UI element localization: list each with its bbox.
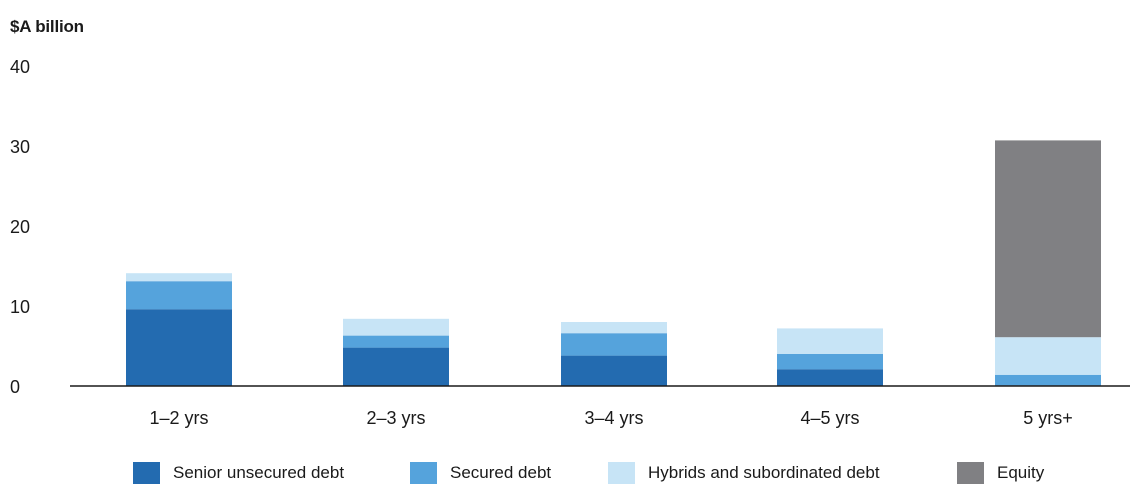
x-tick-label: 1–2 yrs [149, 408, 208, 428]
legend-swatch [410, 462, 437, 484]
bars [126, 140, 1101, 386]
bar-segment [343, 347, 449, 386]
bar-segment [995, 337, 1101, 375]
x-tick-label: 3–4 yrs [584, 408, 643, 428]
legend-swatch [608, 462, 635, 484]
y-tick-label: 30 [10, 137, 30, 157]
x-axis-ticks: 1–2 yrs 2–3 yrs 3–4 yrs 4–5 yrs 5 yrs+ [149, 408, 1072, 428]
x-tick-label: 4–5 yrs [800, 408, 859, 428]
y-tick-label: 20 [10, 217, 30, 237]
y-axis-ticks: 0 10 20 30 40 [10, 57, 30, 397]
legend-item: Secured debt [410, 462, 551, 484]
legend-label: Hybrids and subordinated debt [648, 463, 880, 482]
bar-segment [995, 140, 1101, 338]
bar-segment [561, 355, 667, 386]
legend-item: Senior unsecured debt [133, 462, 344, 484]
legend-swatch [133, 462, 160, 484]
bar-segment [126, 273, 232, 282]
legend-swatch [957, 462, 984, 484]
bar-segment [126, 309, 232, 386]
bar-segment [343, 318, 449, 336]
y-tick-label: 40 [10, 57, 30, 77]
x-tick-label: 5 yrs+ [1023, 408, 1073, 428]
x-tick-label: 2–3 yrs [366, 408, 425, 428]
y-axis-label: $A billion [10, 17, 84, 36]
bar-segment [343, 335, 449, 348]
legend-label: Senior unsecured debt [173, 463, 345, 482]
legend-label: Equity [997, 463, 1045, 482]
bar-segment [777, 369, 883, 386]
legend-item: Hybrids and subordinated debt [608, 462, 880, 484]
y-tick-label: 0 [10, 377, 20, 397]
y-tick-label: 10 [10, 297, 30, 317]
legend: Senior unsecured debt Secured debt Hybrids… [0, 462, 1142, 484]
legend-label: Secured debt [450, 463, 552, 482]
legend-item: Equity [957, 462, 1044, 484]
bar-segment [561, 322, 667, 334]
bar-segment [561, 333, 667, 356]
bar-segment [995, 374, 1101, 386]
bar-segment [777, 328, 883, 354]
bar-segment [126, 281, 232, 310]
bar-segment [777, 354, 883, 370]
